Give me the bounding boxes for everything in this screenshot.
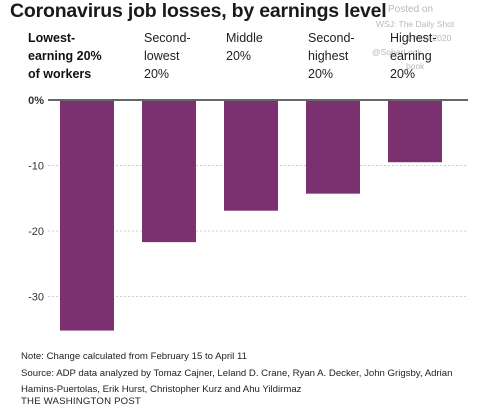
category-label: Second-lowest 20% — [144, 29, 224, 83]
watermark-extra: book — [406, 61, 425, 71]
category-label-line: Highest- — [390, 31, 437, 45]
category-label-line: 20% — [226, 49, 252, 63]
bar — [388, 101, 442, 163]
bar — [306, 101, 360, 194]
bar — [60, 101, 114, 331]
y-tick-label: -20 — [28, 226, 44, 238]
category-label: Middle 20% — [226, 29, 306, 65]
category-label-line: Second- — [308, 31, 355, 45]
chart-source: Source: ADP data analyzed by Tomaz Cajne… — [21, 368, 453, 395]
y-tick-label: -10 — [28, 161, 44, 173]
category-label-line: 20% — [308, 67, 334, 81]
chart-note: Note: Change calculated from February 15… — [21, 351, 247, 362]
category-label-line: 20% — [144, 67, 170, 81]
watermark-posted-on: Posted on — [388, 4, 434, 15]
category-label-line: Lowest- — [28, 31, 76, 45]
watermark-date: 1-May-2020 — [406, 33, 452, 43]
category-label: Highest-earning 20% — [390, 29, 470, 83]
publisher-credit: THE WASHINGTON POST — [21, 396, 141, 407]
category-label-line: earning — [390, 49, 432, 63]
y-tick-label: -30 — [28, 292, 44, 304]
category-label-line: earning 20% — [28, 49, 102, 63]
bar-chart: 0% -10 -20 -30 — [28, 95, 468, 331]
category-label-line: highest — [308, 49, 349, 63]
category-label-line: Second- — [144, 31, 191, 45]
category-label-line: Middle — [226, 31, 263, 45]
category-label-line: of workers — [28, 67, 92, 81]
category-label: Second-highest 20% — [308, 29, 388, 83]
category-label-line: 20% — [390, 67, 416, 81]
category-label: Lowest-earning 20% of workers — [28, 29, 108, 83]
bar — [224, 101, 278, 211]
y-tick-label: 0% — [28, 95, 44, 107]
bar — [142, 101, 196, 243]
category-label-line: lowest — [144, 49, 180, 63]
watermark-handle: @SoberLook — [372, 47, 422, 57]
chart-title: Coronavirus job losses, by earnings leve… — [10, 0, 387, 22]
watermark-source: WSJ: The Daily Shot — [376, 19, 455, 29]
